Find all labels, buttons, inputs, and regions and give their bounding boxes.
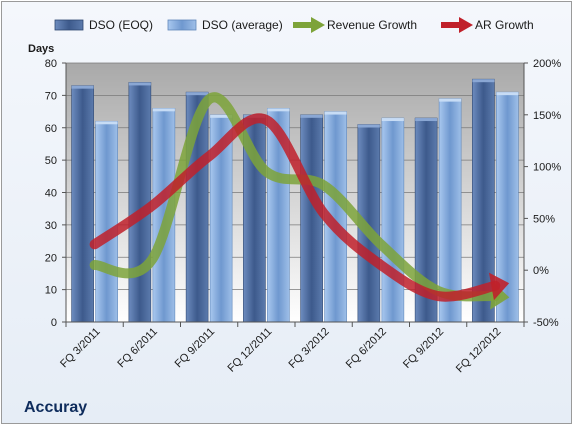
company-name: Accuray xyxy=(24,399,88,416)
line-series xyxy=(89,92,510,310)
legend-label-revenue-growth: Revenue Growth xyxy=(327,18,417,32)
bar-top-highlight xyxy=(357,124,380,128)
y-tick-label: 30 xyxy=(45,220,57,232)
bar-top-highlight xyxy=(439,98,462,102)
y2-tick-label: 200% xyxy=(533,58,561,70)
bar-top-highlight xyxy=(267,108,290,112)
bar-dso-eoq xyxy=(71,85,94,323)
x-tick-label: FQ 12/2012 xyxy=(454,326,504,376)
y-tick-label: 50 xyxy=(45,155,57,167)
x-tick-label: FQ 12/2011 xyxy=(226,326,275,375)
bar-top-highlight xyxy=(300,114,323,118)
legend-label-ar-growth: AR Growth xyxy=(475,18,534,32)
line-revenue-growth xyxy=(89,92,501,302)
bar-top-highlight xyxy=(95,121,118,125)
x-tick-label: FQ 3/2011 xyxy=(58,326,103,371)
bar-top-highlight xyxy=(415,118,438,122)
y2-tick-label: -50% xyxy=(533,317,559,329)
line-ar-growth xyxy=(89,113,501,302)
legend-label-dso-average-: DSO (average) xyxy=(202,18,283,32)
x-tick-label: FQ 6/2011 xyxy=(115,326,160,371)
x-tick-label: FQ 6/2012 xyxy=(344,326,389,371)
x-tick-label: FQ 9/2012 xyxy=(401,326,446,371)
legend-arrow-ar-growth xyxy=(459,17,473,33)
bar-top-highlight xyxy=(496,92,519,96)
x-tick-label: FQ 9/2011 xyxy=(173,326,218,371)
bar-top-highlight xyxy=(186,92,209,96)
y-tick-label: 40 xyxy=(45,188,57,200)
y-axis-title: Days xyxy=(28,43,54,55)
y2-tick-label: 0% xyxy=(533,265,549,277)
legend-label-dso-eoq-: DSO (EOQ) xyxy=(89,18,153,32)
y-tick-label: 70 xyxy=(45,90,57,102)
legend-swatch-dso-average- xyxy=(167,19,197,31)
y2-tick-label: 150% xyxy=(533,110,561,122)
y-tick-label: 80 xyxy=(45,58,57,70)
bar-dso-average xyxy=(381,117,405,323)
legend-arrow-revenue-growth xyxy=(311,17,325,33)
bar-top-highlight xyxy=(381,118,404,122)
bar-top-highlight xyxy=(152,108,175,112)
legend-swatch-dso-eoq- xyxy=(54,19,84,31)
bar-top-highlight xyxy=(324,111,347,115)
y-tick-label: 10 xyxy=(45,285,57,297)
bar-series xyxy=(71,78,519,323)
legend: DSO (EOQ) DSO (average) Revenue Growth AR G… xyxy=(54,17,534,33)
y2-tick-label: 100% xyxy=(533,162,561,174)
y-tick-label: 0 xyxy=(51,317,57,329)
bar-top-highlight xyxy=(128,82,151,86)
y2-tick-label: 50% xyxy=(533,213,555,225)
y-tick-label: 60 xyxy=(45,123,57,135)
arrowhead-ar-growth xyxy=(488,272,510,301)
bar-top-highlight xyxy=(71,85,94,89)
y-tick-label: 20 xyxy=(45,252,57,264)
bar-top-highlight xyxy=(472,79,495,83)
bar-dso-eoq xyxy=(300,114,323,323)
bar-dso-eoq xyxy=(128,82,152,323)
bar-top-highlight xyxy=(210,114,233,118)
x-tick-label: FQ 3/2012 xyxy=(287,326,332,371)
bar-dso-average xyxy=(95,120,118,323)
